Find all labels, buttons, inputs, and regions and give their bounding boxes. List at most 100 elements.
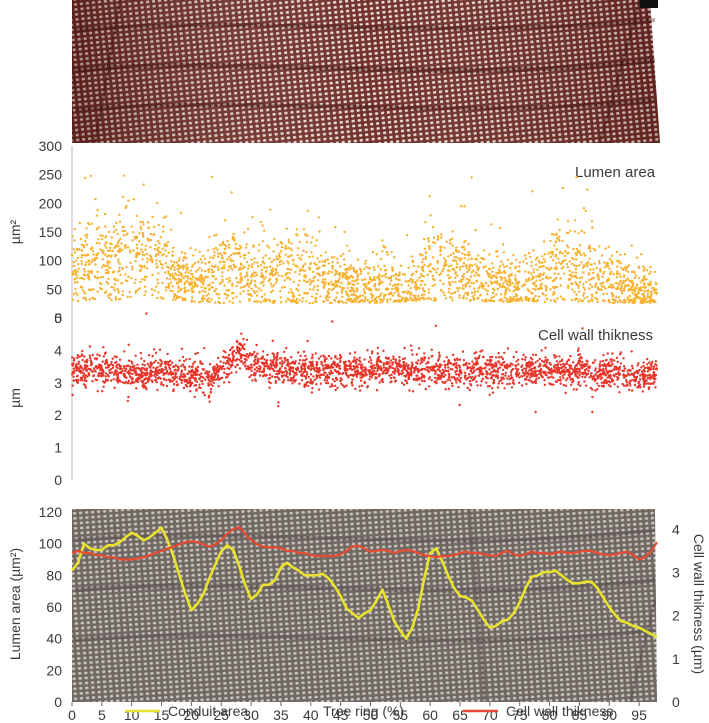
lumen-point [231, 237, 235, 241]
wall-point [412, 378, 415, 381]
wall-point [604, 359, 608, 362]
wall-point [104, 375, 107, 378]
lumen-point [524, 295, 528, 299]
lumen-point [557, 272, 560, 276]
lumen-point [567, 278, 571, 281]
lumen-point [594, 296, 597, 300]
lumen-point [347, 297, 350, 300]
wall-y-tick-1: 1 [54, 440, 62, 456]
lumen-point [247, 289, 250, 292]
lumen-point [332, 283, 335, 287]
lumen-point [88, 298, 92, 301]
wall-point [550, 370, 553, 373]
lumen-point [378, 278, 381, 282]
wall-point [577, 347, 580, 350]
lumen-point [512, 295, 515, 299]
wall-point [259, 357, 262, 360]
lumen-point [427, 237, 430, 240]
lumen-point [389, 277, 393, 280]
lumen-point [300, 268, 303, 271]
lumen-point [102, 264, 106, 267]
lumen-point [96, 290, 99, 293]
wall-point [649, 382, 652, 386]
lumen-point [238, 300, 242, 303]
lumen-point [90, 288, 93, 292]
wall-y-tick-4: 4 [54, 342, 62, 358]
wall-point [127, 359, 131, 362]
lumen-point [76, 270, 79, 273]
lumen-point [175, 296, 179, 300]
lumen-point [567, 284, 570, 287]
wall-point [282, 370, 286, 374]
lumen-point [459, 259, 462, 262]
lumen-point [208, 260, 211, 264]
wall-point [118, 358, 122, 361]
lumen-point [260, 272, 263, 275]
lumen-point [173, 292, 176, 296]
wall-point [138, 374, 142, 377]
lumen-point [266, 244, 269, 247]
lumen-point [292, 263, 295, 266]
lumen-point [525, 262, 529, 265]
lumen-point [114, 298, 118, 301]
lumen-point [247, 285, 251, 288]
lumen-point [463, 205, 466, 208]
lumen-point [449, 242, 452, 245]
lumen-point [596, 286, 600, 289]
wall-point [459, 380, 462, 383]
lumen-point [627, 264, 631, 267]
lumen-point [532, 249, 535, 252]
lumen-point [502, 300, 505, 303]
lumen-point [78, 221, 82, 225]
lumen-point [586, 265, 589, 268]
wall-point [491, 366, 495, 369]
lumen-point [515, 287, 518, 290]
wall-point [548, 361, 551, 365]
lumen-point [616, 270, 619, 273]
lumen-point [573, 290, 576, 294]
lumen-point [194, 248, 197, 251]
wall-point [312, 375, 315, 378]
lumen-point [359, 294, 362, 297]
lumen-point [129, 261, 132, 264]
lumen-point [338, 285, 342, 288]
wall-point [259, 366, 262, 369]
lumen-point [196, 278, 199, 281]
lumen-point [316, 284, 319, 288]
lumen-point [200, 297, 204, 300]
lumen-point [180, 287, 183, 291]
micrograph-top [72, 0, 660, 144]
lumen-point [552, 259, 555, 262]
lumen-point [201, 261, 204, 264]
wall-point [129, 365, 132, 368]
wall-point [611, 363, 614, 366]
lumen-point [563, 272, 566, 275]
wall-point [391, 363, 394, 366]
wall-point [273, 369, 276, 373]
lumen-point [461, 274, 464, 278]
wall-point [402, 363, 406, 366]
lumen-point [377, 288, 380, 291]
lumen-point [456, 274, 459, 277]
lumen-area-points [70, 174, 658, 305]
wall-point [91, 380, 94, 383]
lumen-point [99, 234, 102, 237]
lumen-point [342, 252, 345, 256]
lumen-point [613, 301, 616, 304]
lumen-point [107, 271, 110, 274]
lumen-point [95, 214, 99, 217]
lumen-point [221, 271, 224, 274]
lumen-point [443, 293, 446, 297]
lumen-point [226, 240, 229, 243]
lumen-point [312, 270, 315, 274]
lumen-point [388, 292, 391, 295]
lumen-point [153, 289, 156, 292]
wall-point [95, 357, 99, 360]
lumen-point [194, 270, 198, 273]
lumen-point [403, 290, 407, 293]
wall-point [387, 356, 390, 360]
lumen-point [227, 280, 230, 284]
wall-point [283, 350, 286, 354]
wall-point [179, 373, 183, 376]
lumen-point [422, 269, 425, 273]
